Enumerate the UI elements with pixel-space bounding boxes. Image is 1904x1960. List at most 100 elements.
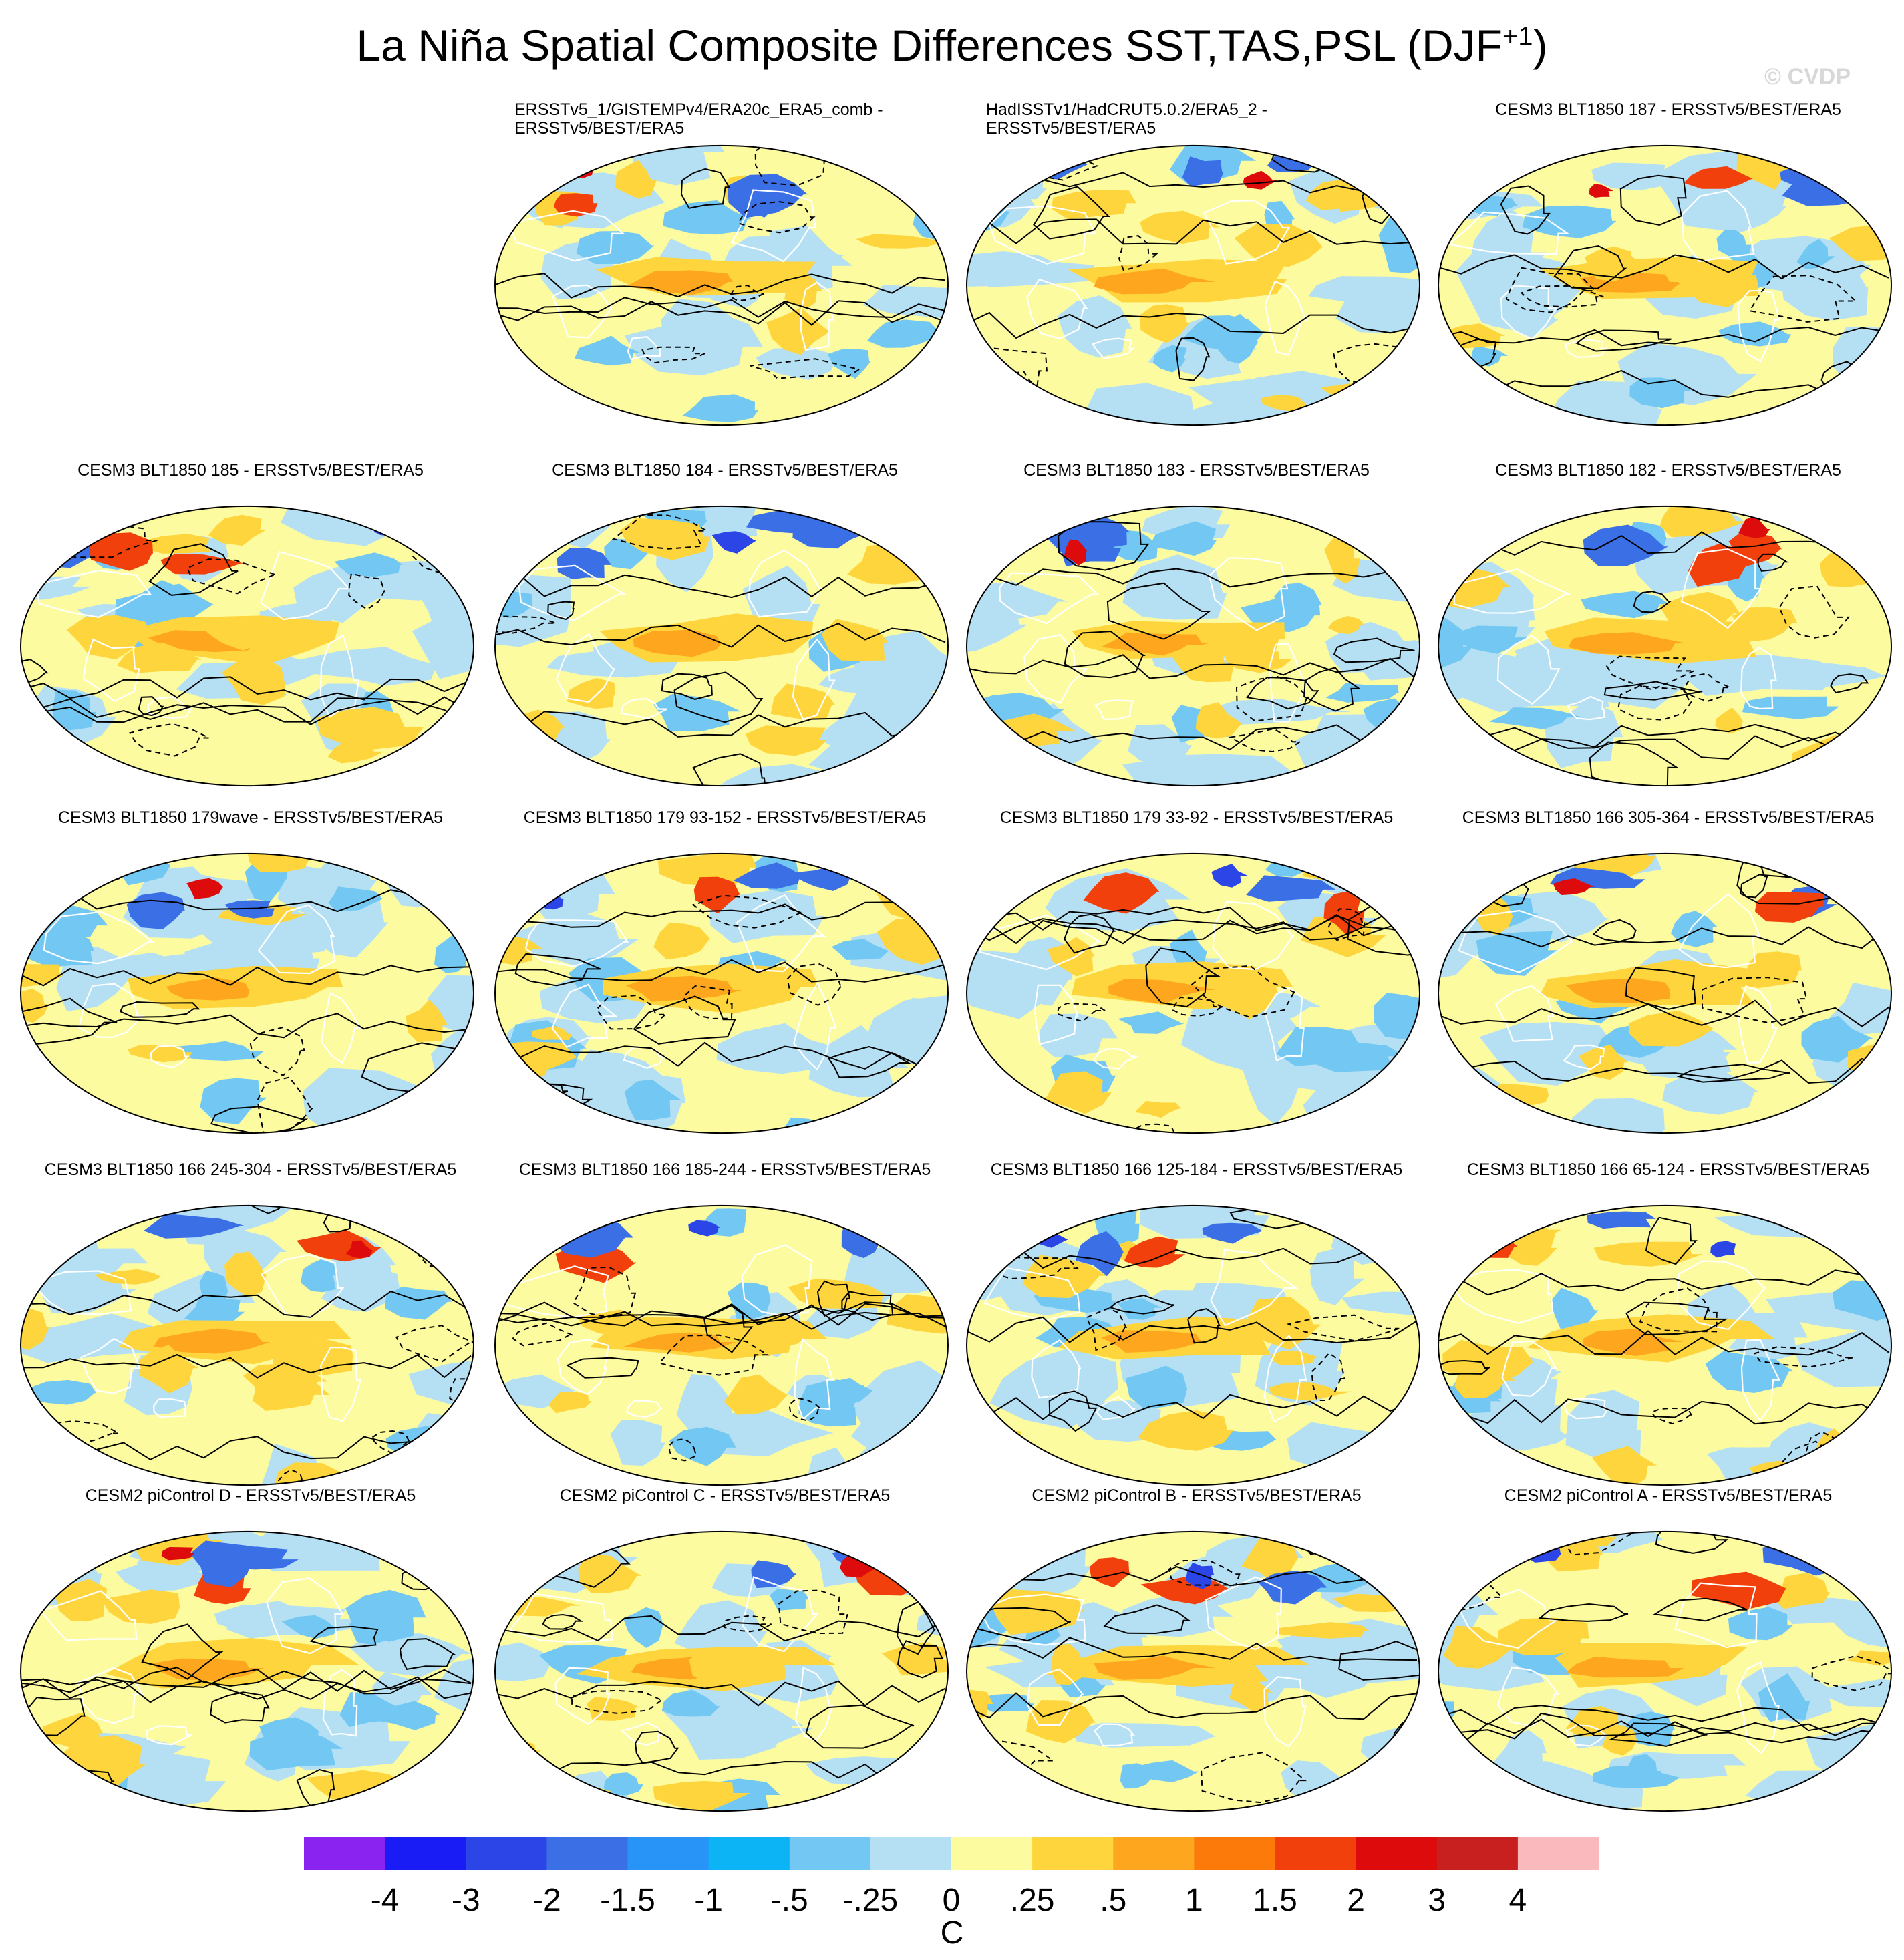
map-panel-p2: HadISSTv1/HadCRUT5.0.2/ERA5_2 - ERSSTv5/B… [963,100,1430,448]
colorbar-tick-label: -1.5 [600,1883,655,1918]
map-panel-p10: CESM3 BLT1850 179 33-92 - ERSSTv5/BEST/E… [963,808,1430,1156]
panel-title-line: CESM2 piControl A - ERSSTv5/BEST/ERA5 [1504,1486,1833,1505]
robinson-map [966,506,1421,786]
map-panel-p1: ERSSTv5_1/GISTEMPv4/ERA20c_ERA5_comb - ER… [491,100,959,448]
colorbar-swatch [466,1837,547,1870]
robinson-map [966,1531,1421,1812]
robinson-map [1438,1205,1893,1486]
map-panel-p9: CESM3 BLT1850 179 93-152 - ERSSTv5/BEST/… [491,808,959,1156]
map-panel-p19: CESM2 piControl A - ERSSTv5/BEST/ERA5 [1434,1486,1902,1834]
panel-title-line: CESM3 BLT1850 166 65-124 - ERSSTv5/BEST/… [1466,1160,1870,1179]
panel-title: CESM2 piControl A - ERSSTv5/BEST/ERA5 [1421,1486,1904,1505]
panel-title-line: ERSSTv5/BEST/ERA5 [514,119,685,138]
map-panel-p11: CESM3 BLT1850 166 305-364 - ERSSTv5/BEST… [1434,808,1902,1156]
panel-title-line: CESM2 piControl B - ERSSTv5/BEST/ERA5 [1032,1486,1362,1505]
colorbar-swatch [870,1837,952,1870]
panel-title-line: CESM3 BLT1850 166 305-364 - ERSSTv5/BEST… [1462,808,1875,827]
map-panel-p8: CESM3 BLT1850 179wave - ERSSTv5/BEST/ERA… [17,808,484,1156]
colorbar-swatch [304,1837,385,1870]
panel-title: CESM2 piControl D - ERSSTv5/BEST/ERA5 [3,1486,498,1505]
colorbar-tick-label: .5 [1100,1883,1127,1918]
map-panel-p18: CESM2 piControl B - ERSSTv5/BEST/ERA5 [963,1486,1430,1834]
colorbar-swatch [546,1837,628,1870]
panel-title: CESM3 BLT1850 179wave - ERSSTv5/BEST/ERA… [3,808,498,827]
robinson-map [1438,853,1893,1134]
colorbar-tick-label: -.25 [842,1883,899,1918]
robinson-map [494,1531,949,1812]
colorbar-swatch [789,1837,871,1870]
robinson-map [494,145,949,426]
robinson-map [1438,1531,1893,1812]
cvdp-credit: © CVDP [1764,64,1851,90]
panel-title-line: CESM3 BLT1850 185 - ERSSTv5/BEST/ERA5 [77,461,424,480]
panel-title-line: ERSSTv5/BEST/ERA5 [986,119,1156,138]
panel-title-line: CESM3 BLT1850 179 33-92 - ERSSTv5/BEST/E… [999,808,1394,827]
figure-title: La Niña Spatial Composite Differences SS… [0,20,1904,71]
robinson-map [20,1531,475,1812]
map-panel-p16: CESM2 piControl D - ERSSTv5/BEST/ERA5 [17,1486,484,1834]
colorbar-swatch [1275,1837,1357,1870]
colorbar-swatch [1113,1837,1195,1870]
panel-title: CESM3 BLT1850 166 185-244 - ERSSTv5/BEST… [478,1160,972,1179]
panel-title-line: CESM3 BLT1850 166 245-304 - ERSSTv5/BEST… [44,1160,457,1179]
colorbar-tick-label: 0 [942,1883,961,1918]
map-panel-p3: CESM3 BLT1850 187 - ERSSTv5/BEST/ERA5 [1434,100,1902,448]
map-panel-p7: CESM3 BLT1850 182 - ERSSTv5/BEST/ERA5 [1434,461,1902,808]
colorbar-tick-label: 1 [1185,1883,1203,1918]
robinson-map [966,145,1421,426]
panel-title-line: CESM3 BLT1850 179wave - ERSSTv5/BEST/ERA… [57,808,444,827]
title-superscript: +1 [1502,22,1533,51]
panel-title: HadISSTv1/HadCRUT5.0.2/ERA5_2 - ERSSTv5/B… [986,100,1440,138]
map-panel-p17: CESM2 piControl C - ERSSTv5/BEST/ERA5 [491,1486,959,1834]
colorbar-swatch [627,1837,709,1870]
panel-title-line: CESM3 BLT1850 187 - ERSSTv5/BEST/ERA5 [1495,100,1841,119]
colorbar-swatch [1517,1837,1599,1870]
colorbar-tick-label: -2 [532,1883,561,1918]
colorbar-tick-label: -1 [694,1883,723,1918]
panel-title: CESM2 piControl C - ERSSTv5/BEST/ERA5 [478,1486,972,1505]
colorbar-swatch [1032,1837,1114,1870]
panel-title: CESM3 BLT1850 179 93-152 - ERSSTv5/BEST/… [478,808,972,827]
panel-title-line: CESM2 piControl D - ERSSTv5/BEST/ERA5 [85,1486,416,1505]
colorbar [304,1837,1599,1870]
colorbar-tick-label: 2 [1347,1883,1365,1918]
robinson-map [1438,145,1893,426]
robinson-map [494,1205,949,1486]
panel-title-line: CESM3 BLT1850 182 - ERSSTv5/BEST/ERA5 [1495,461,1841,480]
robinson-map [20,1205,475,1486]
panel-title-line: CESM3 BLT1850 179 93-152 - ERSSTv5/BEST/… [523,808,927,827]
colorbar-tick-label: 3 [1428,1883,1446,1918]
panel-title-line: CESM3 BLT1850 183 - ERSSTv5/BEST/ERA5 [1023,461,1370,480]
panel-title-line: CESM3 BLT1850 184 - ERSSTv5/BEST/ERA5 [552,461,898,480]
robinson-map [966,853,1421,1134]
panel-title: CESM3 BLT1850 187 - ERSSTv5/BEST/ERA5 [1421,100,1904,119]
panel-title: CESM3 BLT1850 166 305-364 - ERSSTv5/BEST… [1421,808,1904,827]
colorbar-tick-label: -.5 [770,1883,808,1918]
panel-title-line: CESM3 BLT1850 166 185-244 - ERSSTv5/BEST… [518,1160,931,1179]
map-panel-p13: CESM3 BLT1850 166 185-244 - ERSSTv5/BEST… [491,1160,959,1508]
map-panel-p15: CESM3 BLT1850 166 65-124 - ERSSTv5/BEST/… [1434,1160,1902,1508]
map-panel-p4: CESM3 BLT1850 185 - ERSSTv5/BEST/ERA5 [17,461,484,808]
panel-title: CESM3 BLT1850 185 - ERSSTv5/BEST/ERA5 [3,461,498,480]
robinson-map [1438,506,1893,786]
panel-title: CESM2 piControl B - ERSSTv5/BEST/ERA5 [949,1486,1444,1505]
robinson-map [20,853,475,1134]
map-panel-p6: CESM3 BLT1850 183 - ERSSTv5/BEST/ERA5 [963,461,1430,808]
panel-title: ERSSTv5_1/GISTEMPv4/ERA20c_ERA5_comb - ER… [514,100,969,138]
robinson-map [20,506,475,786]
colorbar-swatch [1194,1837,1275,1870]
panel-title: CESM3 BLT1850 166 125-184 - ERSSTv5/BEST… [949,1160,1444,1179]
colorbar-swatch [951,1837,1033,1870]
panel-title-line: CESM2 piControl C - ERSSTv5/BEST/ERA5 [559,1486,891,1505]
robinson-map [494,853,949,1134]
panel-title: CESM3 BLT1850 179 33-92 - ERSSTv5/BEST/E… [949,808,1444,827]
panel-title-line: CESM3 BLT1850 166 125-184 - ERSSTv5/BEST… [990,1160,1403,1179]
panel-title: CESM3 BLT1850 166 65-124 - ERSSTv5/BEST/… [1421,1160,1904,1179]
panel-title: CESM3 BLT1850 182 - ERSSTv5/BEST/ERA5 [1421,461,1904,480]
colorbar-swatch [708,1837,790,1870]
colorbar-tick-label: 4 [1509,1883,1527,1918]
robinson-map [494,506,949,786]
colorbar-swatch [1436,1837,1519,1870]
colorbar-tick-label: -3 [451,1883,480,1918]
colorbar-swatch [385,1837,466,1870]
